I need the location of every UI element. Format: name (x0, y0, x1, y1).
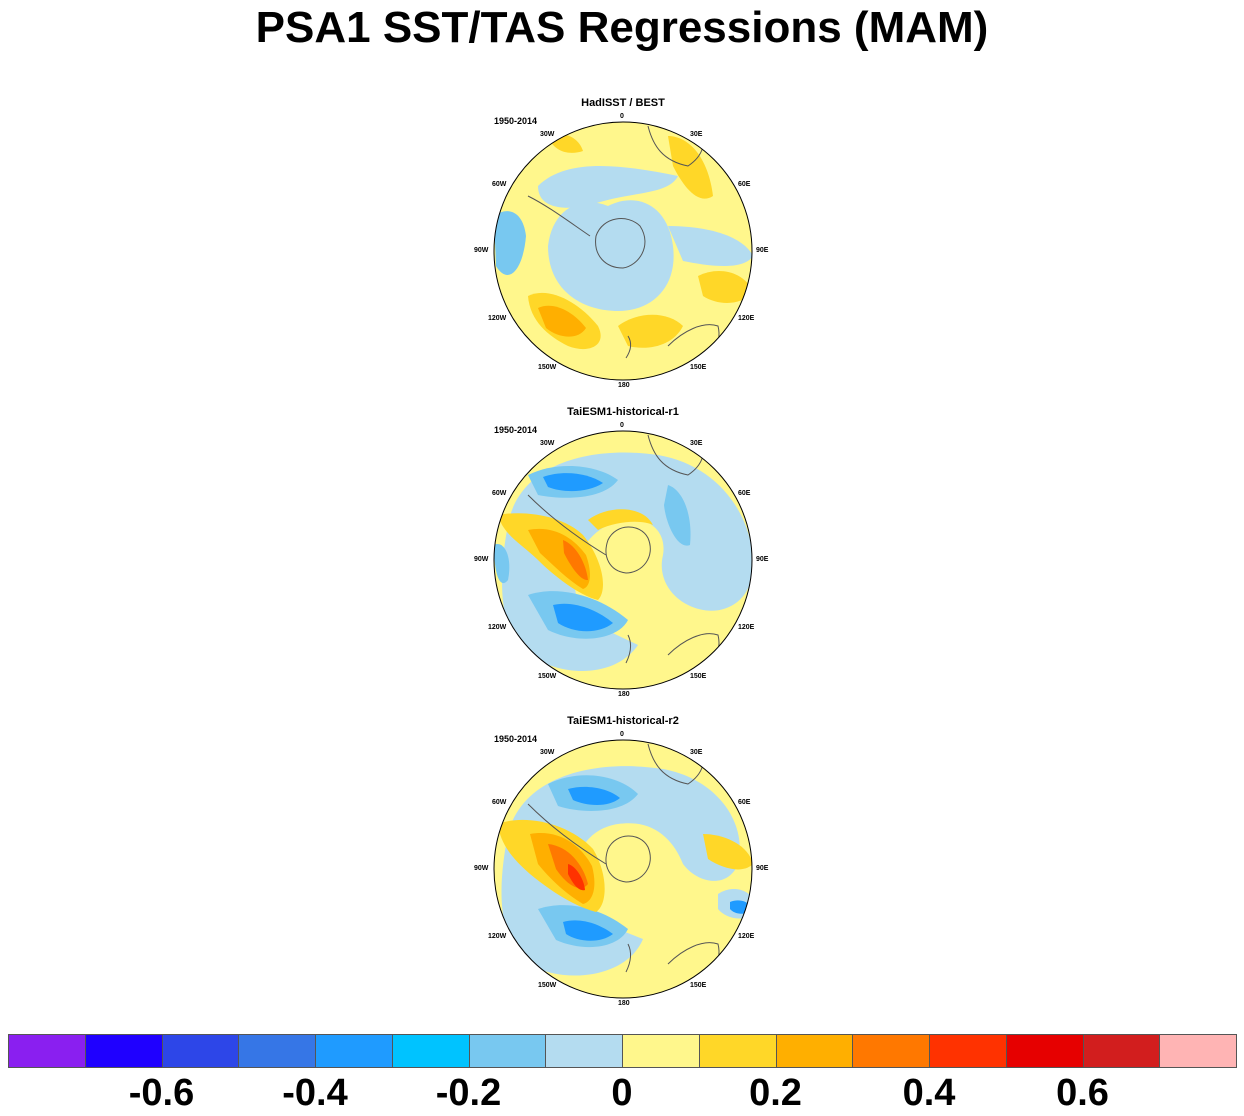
lon-label: 150E (690, 673, 707, 680)
colorbar-box (1082, 1034, 1161, 1068)
lon-label: 120W (488, 624, 507, 631)
panel-title: HadISST / BEST (581, 97, 665, 109)
colorbar-box (775, 1034, 854, 1068)
polar-map (493, 121, 753, 381)
lon-label: 30W (540, 131, 555, 138)
colorbar-tick-label: -0.2 (435, 1072, 502, 1114)
colorbar-box (161, 1034, 240, 1068)
lon-label: 60E (738, 181, 751, 188)
lon-label: 60W (492, 181, 507, 188)
panel-title: TaiESM1-historical-r1 (567, 406, 679, 418)
colorbar-box (622, 1034, 700, 1068)
map-panel-r1: TaiESM1-historical-r1 1950-2014 0 30E 60… (468, 405, 778, 705)
lon-label: 90E (756, 247, 769, 254)
colorbar-tick-label: -0.4 (282, 1072, 348, 1114)
lon-label: 0 (620, 113, 624, 120)
map-panel-hadisst: HadISST / BEST 1950-2014 0 30E 60E 90E 1… (468, 96, 778, 396)
lon-label: 30E (690, 131, 703, 138)
lon-label: 60E (738, 799, 751, 806)
lon-label: 150W (538, 364, 557, 371)
colorbar-box (545, 1034, 623, 1068)
map-panel-r2: TaiESM1-historical-r2 1950-2014 0 30E 60… (468, 714, 778, 1014)
colorbar-box (468, 1034, 547, 1068)
lon-label: 30W (540, 440, 555, 447)
colorbar (8, 1034, 1237, 1068)
polar-map (493, 430, 753, 690)
lon-label: 90W (474, 556, 489, 563)
lon-label: 150W (538, 673, 557, 680)
panel-title: TaiESM1-historical-r2 (567, 715, 679, 727)
colorbar-box (315, 1034, 393, 1068)
colorbar-box (1159, 1034, 1237, 1068)
lon-label: 30W (540, 749, 555, 756)
colorbar-tick-label: -0.6 (128, 1072, 195, 1114)
panel-period: 1950-2014 (494, 425, 538, 435)
lon-label: 60W (492, 490, 507, 497)
lon-label: 90W (474, 865, 489, 872)
polar-map (493, 739, 753, 999)
lon-label: 120W (488, 315, 507, 322)
colorbar-box (1005, 1034, 1084, 1068)
colorbar-tick-label: 0 (611, 1072, 633, 1114)
lon-label: 90W (474, 247, 489, 254)
colorbar-box (238, 1034, 316, 1068)
lon-label: 150E (690, 982, 707, 989)
colorbar-box (8, 1034, 86, 1068)
lon-label: 120E (738, 624, 755, 631)
colorbar-tick-label: 0.4 (902, 1072, 956, 1114)
panel-period: 1950-2014 (494, 734, 538, 744)
colorbar-box (84, 1034, 163, 1068)
colorbar-tick-label: 0.6 (1056, 1072, 1109, 1114)
lon-label: 150W (538, 982, 557, 989)
colorbar-tick-label: 0.2 (749, 1072, 802, 1114)
lon-label: 30E (690, 440, 703, 447)
figure-title: PSA1 SST/TAS Regressions (MAM) (255, 3, 989, 52)
lon-label: 120W (488, 933, 507, 940)
colorbar-box (698, 1034, 777, 1068)
colorbar-box (852, 1034, 930, 1068)
panel-period: 1950-2014 (494, 116, 538, 126)
lon-label: 180 (618, 1000, 630, 1007)
colorbar-box (929, 1034, 1007, 1068)
lon-label: 120E (738, 933, 755, 940)
lon-label: 150E (690, 364, 707, 371)
lon-label: 90E (756, 865, 769, 872)
lon-label: 0 (620, 731, 624, 738)
lon-label: 60W (492, 799, 507, 806)
lon-label: 180 (618, 691, 630, 698)
lon-label: 180 (618, 382, 630, 389)
lon-label: 0 (620, 422, 624, 429)
lon-label: 30E (690, 749, 703, 756)
lon-label: 90E (756, 556, 769, 563)
lon-label: 60E (738, 490, 751, 497)
colorbar-box (391, 1034, 470, 1068)
lon-label: 120E (738, 315, 755, 322)
